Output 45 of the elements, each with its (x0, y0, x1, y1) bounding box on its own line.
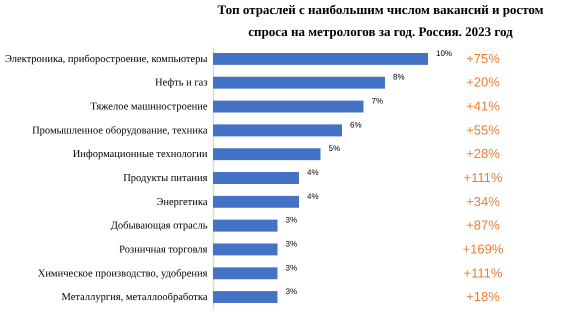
y-tick-label: Нефть и газ (154, 78, 208, 89)
bar (213, 291, 278, 304)
y-tick-label: Продукты питания (123, 173, 208, 184)
bar (213, 172, 299, 184)
y-tick-label: Добывающая отрасль (110, 220, 208, 232)
text: +18% (466, 289, 500, 304)
text: +75% (466, 50, 500, 66)
text: +41% (466, 98, 500, 114)
bar (213, 220, 278, 232)
y-tick-label: Промышленное оборудование, техника (32, 125, 208, 136)
text: +87% (466, 218, 500, 233)
data-label: 6% (350, 120, 362, 130)
bar (213, 124, 342, 136)
text: +34% (466, 194, 500, 209)
y-tick-label: Химическое производство, удобрения (38, 268, 208, 280)
data-label: 10% (436, 48, 452, 58)
data-label: 4% (307, 168, 319, 177)
text: +169% (462, 241, 504, 256)
y-tick-label: Металлургия, металлообработка (62, 292, 208, 304)
bar (213, 148, 320, 160)
bar (213, 100, 364, 112)
data-label: 4% (307, 192, 319, 201)
text: +111% (464, 265, 503, 280)
y-tick-label: Розничная торговля (119, 244, 208, 256)
bar (213, 196, 299, 208)
chart-title: Топ отраслей с наибольшим числом вакансий и ростом спроса на метрологов за год. Россия. 2023 год (217, 2, 544, 39)
data-label: 3% (286, 287, 298, 296)
data-label: 3% (286, 263, 298, 272)
y-tick-label: Информационные технологии (72, 149, 208, 160)
bar (213, 267, 278, 280)
data-label: 3% (286, 216, 298, 225)
y-tick-label: Энергетика (156, 196, 208, 208)
y-tick-label: Тяжелое машиностроение (90, 102, 208, 113)
bar (213, 244, 278, 256)
text: +55% (466, 122, 500, 138)
text: +28% (466, 146, 500, 162)
text: +111% (464, 170, 503, 185)
bar (213, 52, 428, 65)
text: +20% (466, 74, 500, 90)
data-label: 3% (286, 239, 298, 248)
data-label: 8% (393, 72, 405, 82)
data-label: 7% (372, 96, 384, 106)
data-label: 5% (328, 144, 340, 154)
y-tick-label: Электроника, приборостроение, компьютеры (4, 54, 208, 65)
bar (213, 76, 385, 89)
